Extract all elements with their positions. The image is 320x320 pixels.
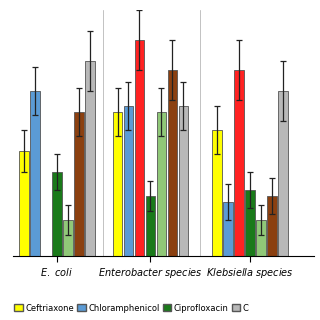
Bar — [134, 40, 144, 256]
Bar — [278, 91, 288, 256]
Bar — [124, 106, 133, 256]
Bar — [223, 202, 233, 256]
Bar — [267, 196, 277, 256]
Bar — [74, 112, 84, 256]
Bar — [212, 130, 222, 256]
Bar — [245, 190, 255, 256]
Bar — [146, 196, 156, 256]
Bar — [19, 151, 29, 256]
Bar — [156, 112, 166, 256]
Bar — [234, 70, 244, 256]
Bar — [52, 172, 62, 256]
Bar — [85, 61, 95, 256]
Bar — [167, 70, 177, 256]
Bar — [179, 106, 188, 256]
Bar — [63, 220, 73, 256]
Bar — [256, 220, 266, 256]
Legend: Ceftriaxone, Chloramphenicol, Ciprofloxacin, C: Ceftriaxone, Chloramphenicol, Ciprofloxa… — [11, 300, 252, 316]
Bar — [113, 112, 123, 256]
Bar — [30, 91, 40, 256]
